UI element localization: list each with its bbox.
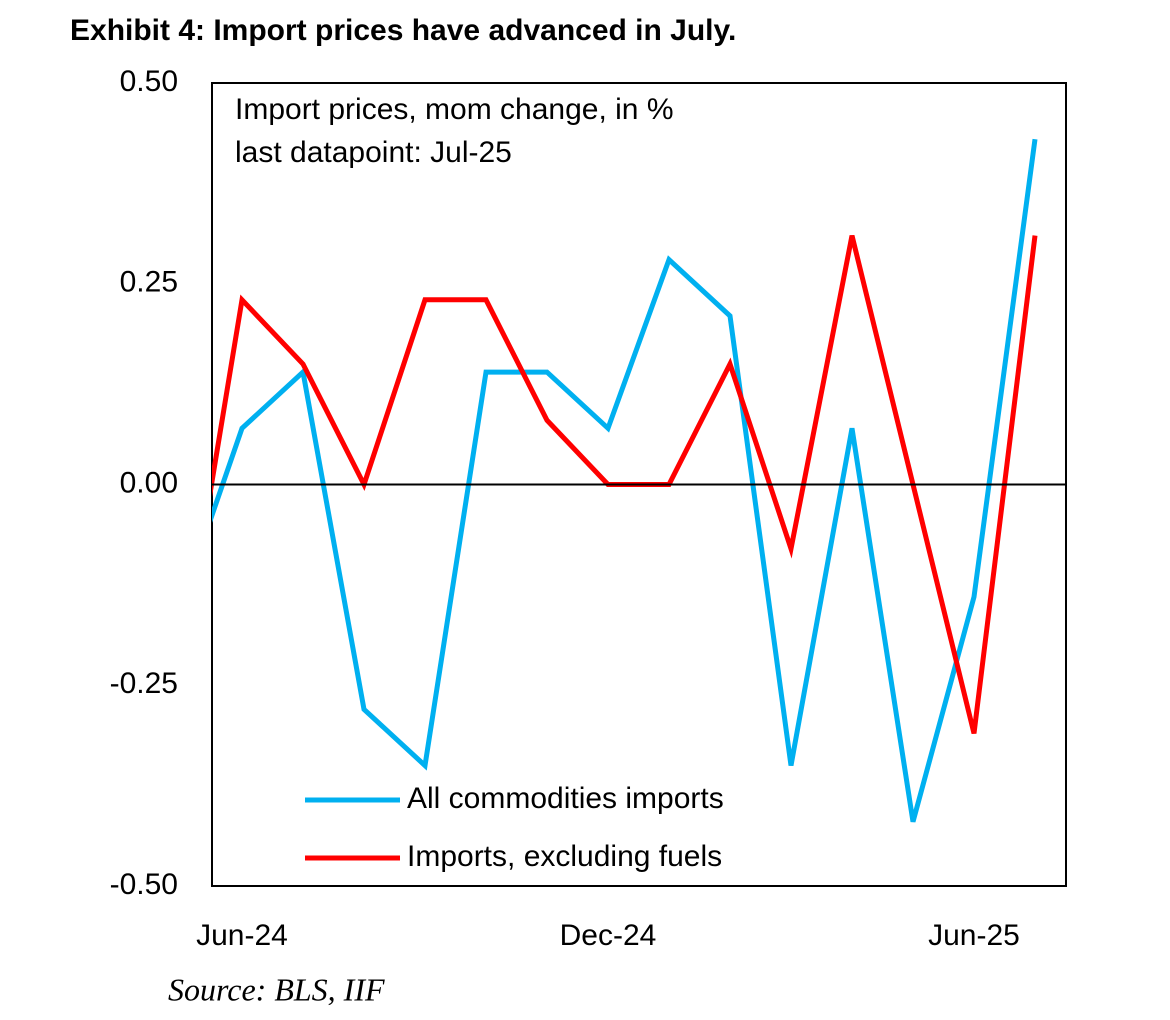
chart-title: Exhibit 4: Import prices have advanced i…: [70, 14, 736, 47]
legend-label: All commodities imports: [407, 782, 724, 815]
y-tick-label: -0.50: [110, 868, 178, 901]
x-tick-label: Jun-24: [196, 919, 288, 952]
x-tick-label: Jun-25: [928, 919, 1020, 952]
series-line: [212, 138, 1038, 823]
plot-lines: [212, 138, 1038, 823]
y-tick-label: 0.50: [120, 65, 178, 98]
annotation: last datapoint: Jul-25: [235, 136, 512, 169]
source: Source: BLS, IIF: [168, 971, 385, 1007]
legend-label: Imports, excluding fuels: [407, 840, 722, 873]
y-tick-label: 0.25: [120, 266, 178, 299]
y-tick-label: -0.25: [110, 667, 178, 700]
x-tick-label: Dec-24: [560, 919, 657, 952]
annotation: Import prices, mom change, in %: [235, 93, 674, 126]
y-tick-label: 0.00: [120, 466, 178, 499]
